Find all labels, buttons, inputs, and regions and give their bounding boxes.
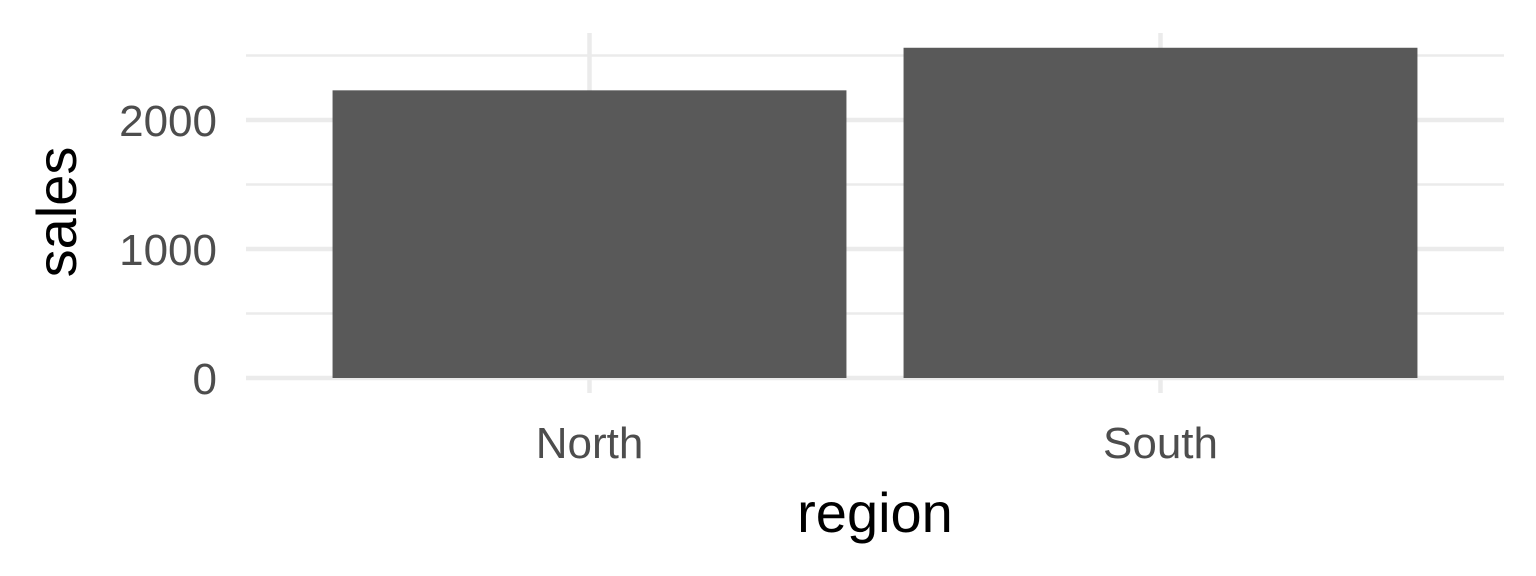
bar-layer [332,47,1418,378]
x-axis-title: region [797,481,953,544]
y-axis-title: sales [25,147,88,278]
y-tick-label: 1000 [119,226,217,275]
y-tick-label: 2000 [119,97,217,146]
label-layer: 0 1000 2000 North South [119,97,1218,468]
x-tick-label: North [536,419,644,468]
x-tick-label: South [1103,419,1218,468]
bar-south [903,47,1418,378]
y-tick-label: 0 [193,355,217,404]
bar-north [332,90,847,378]
